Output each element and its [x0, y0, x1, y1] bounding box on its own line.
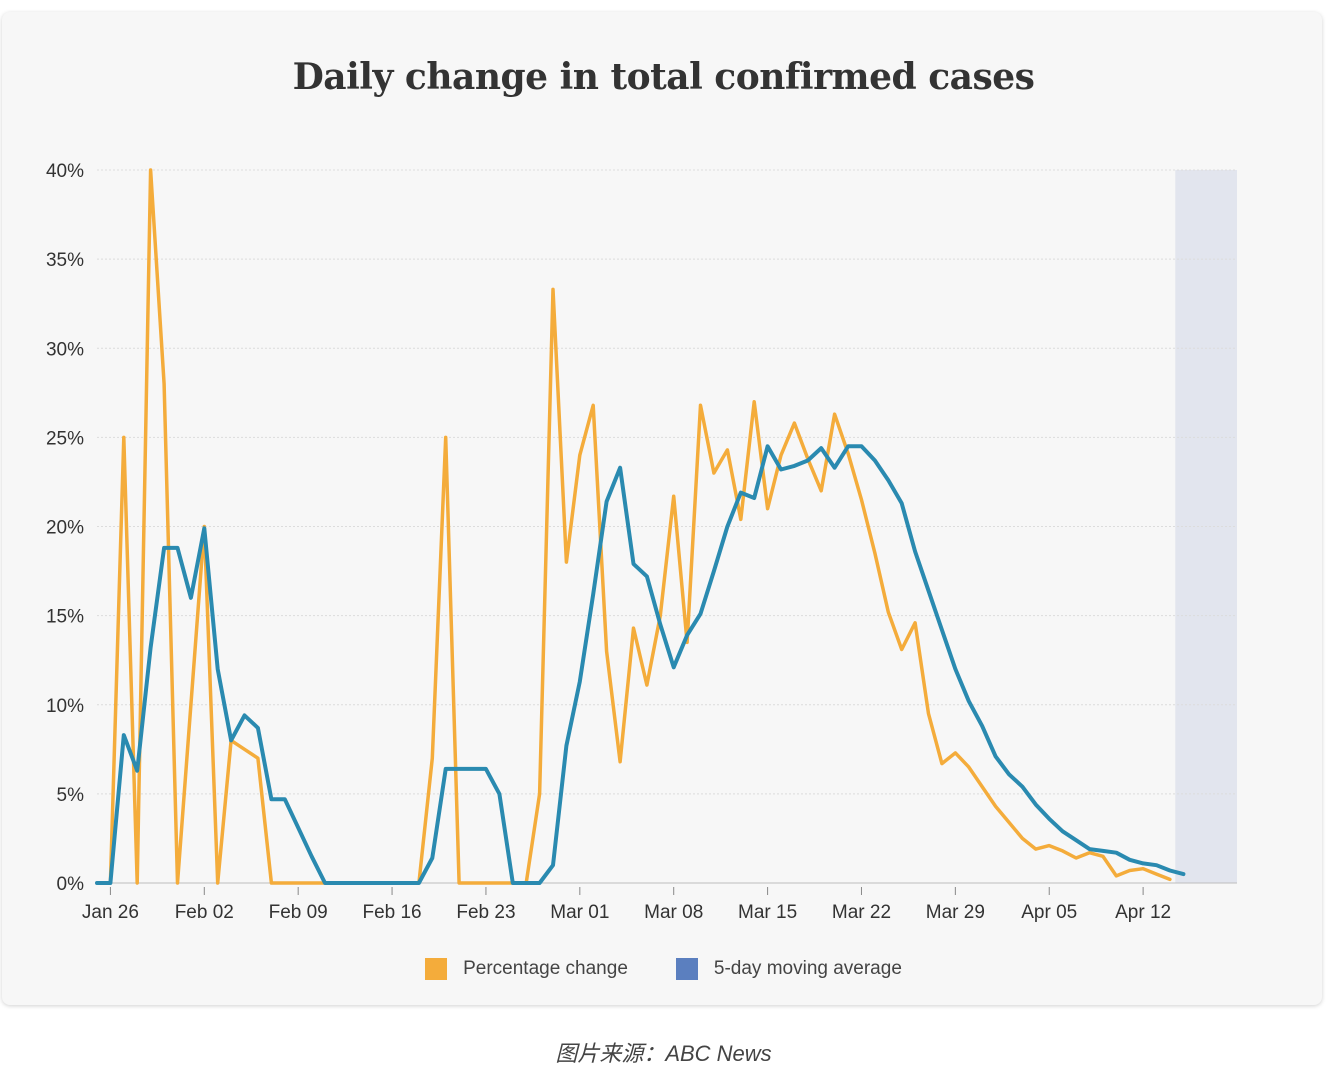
legend-label-percentage-change: Percentage change [463, 958, 628, 979]
x-tick-label: Feb 02 [175, 902, 234, 923]
y-tick-label: 0% [57, 874, 85, 895]
legend-swatch-moving-average [675, 958, 698, 980]
x-tick-label: Feb 09 [269, 902, 328, 923]
legend-item-percentage-change[interactable]: Percentage change [425, 958, 628, 980]
y-tick-label: 10% [46, 696, 84, 717]
y-tick-label: 15% [46, 607, 84, 628]
x-tick-label: Mar 01 [550, 902, 609, 923]
legend-label-moving-average: 5-day moving average [713, 958, 902, 979]
y-tick-label: 20% [46, 518, 84, 539]
x-tick-label: Apr 12 [1115, 902, 1171, 923]
x-tick-label: Jan 26 [82, 902, 139, 923]
x-tick-label: Feb 23 [456, 902, 515, 923]
y-tick-label: 40% [46, 161, 84, 182]
legend-swatch-percentage-change [425, 958, 448, 980]
line-chart: 0% 5% 10% 15% 20% 25% 30% 35% 40% Jan 26 Feb 02 Feb… [46, 161, 1237, 923]
chart-title: Daily change in total confirmed cases [292, 56, 1035, 98]
x-tick-label: Mar 15 [738, 902, 797, 923]
x-tick-label: Feb 16 [362, 902, 421, 923]
x-tick-label: Mar 29 [926, 902, 985, 923]
series-line-moving-average [95, 444, 1186, 885]
x-tick-label: Mar 08 [644, 902, 703, 923]
y-tick-label: 30% [46, 339, 84, 360]
series-line-percentage-change [95, 168, 1172, 885]
x-tick-label: Apr 05 [1021, 902, 1077, 923]
image-caption: 图片来源：ABC News [555, 1041, 772, 1066]
legend-item-moving-average[interactable]: 5-day moving average [675, 958, 902, 980]
y-tick-label: 5% [57, 785, 85, 806]
x-tick-label: Mar 22 [832, 902, 891, 923]
y-tick-label: 35% [46, 250, 84, 271]
chart-legend: Percentage change 5-day moving average [0, 958, 1327, 980]
y-tick-label: 25% [46, 428, 84, 449]
